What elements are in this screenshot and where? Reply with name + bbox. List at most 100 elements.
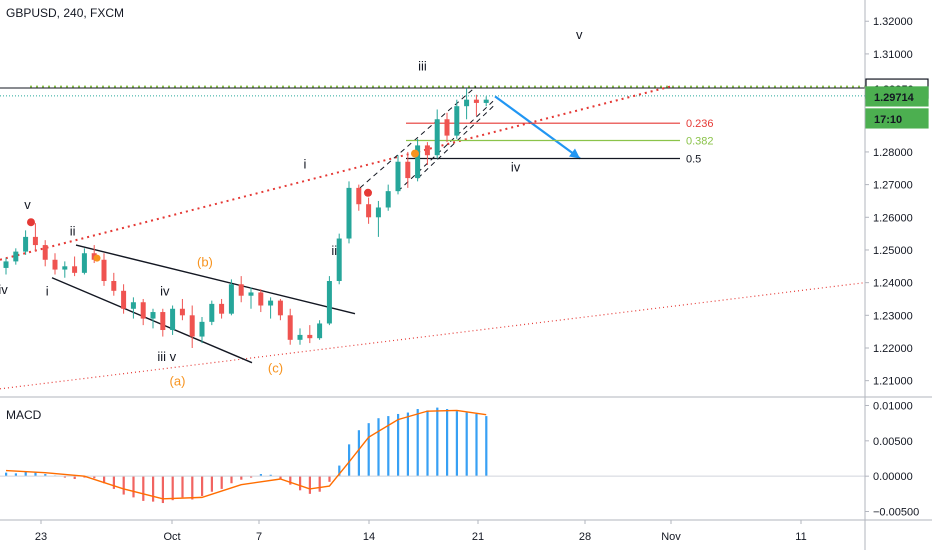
time-tick-label: 23	[35, 531, 47, 543]
wave-label: iv	[0, 282, 8, 297]
price-tick-label: 1.27000	[873, 180, 913, 192]
price-badge	[865, 86, 929, 107]
macd-histogram-bar	[269, 474, 272, 477]
projection-arrowhead	[569, 148, 580, 159]
wave-label: (b)	[197, 254, 213, 269]
candle-body	[238, 284, 244, 296]
macd-tick-label: 0.00000	[873, 471, 913, 483]
candle-body	[473, 99, 479, 103]
macd-histogram-bar	[289, 476, 292, 485]
fib-level-label: 0.236	[686, 118, 714, 130]
wave-label: v	[24, 197, 31, 212]
macd-histogram-bar	[220, 476, 223, 489]
macd-histogram-bar	[318, 476, 321, 492]
price-badge-label: 17:10	[874, 114, 902, 126]
candle-body	[375, 207, 381, 218]
macd-histogram-bar	[73, 476, 76, 479]
time-tick-label: 28	[579, 531, 591, 543]
red-marker	[364, 188, 372, 197]
wedge-upper-line	[75, 244, 356, 315]
macd-histogram-bar	[475, 413, 478, 477]
macd-histogram-bar	[377, 418, 380, 477]
candle-body	[13, 251, 19, 262]
orange-marker	[93, 254, 101, 262]
time-tick-label: Oct	[163, 531, 180, 543]
candle-body	[170, 308, 176, 331]
wave-label: iii v	[157, 349, 176, 364]
macd-histogram-bar	[436, 407, 439, 477]
candle-body	[317, 323, 323, 339]
wave-label: i	[46, 284, 49, 299]
candle-body	[483, 99, 489, 103]
macd-histogram-bar	[328, 476, 331, 482]
trend-lines	[0, 85, 866, 390]
time-tick-label: Nov	[661, 531, 681, 543]
candle-body	[32, 236, 38, 246]
macd-histogram-bar	[24, 471, 27, 477]
macd-histogram-bar	[103, 476, 106, 484]
candle-body	[277, 300, 283, 316]
orange-marker	[411, 149, 419, 158]
macd-histogram-bar	[485, 416, 488, 477]
price-badge-label: 1.29714	[874, 92, 915, 104]
candle-body	[297, 334, 303, 340]
upper-red-trendline	[0, 85, 671, 261]
macd-histogram-bar	[465, 412, 468, 477]
candle-body	[366, 204, 372, 218]
macd-histogram-bar	[44, 474, 47, 477]
candle-body	[287, 315, 293, 340]
macd-histogram-bar	[299, 476, 302, 491]
macd-histogram-bar	[397, 413, 400, 477]
macd-histogram-bar	[181, 476, 184, 498]
macd-histogram-bar	[112, 476, 115, 489]
macd-histogram-bar	[416, 409, 419, 477]
candle-body	[179, 308, 185, 316]
macd-title[interactable]: MACD	[6, 408, 42, 422]
candle-body	[111, 281, 117, 291]
fibonacci-levels: 0.236 0.382 0.5	[406, 118, 714, 165]
macd-histogram-bar	[348, 444, 351, 477]
wave-label: (c)	[268, 360, 283, 375]
macd-pane	[0, 407, 865, 504]
macd-histogram-bar	[338, 465, 341, 477]
wave-label: ii	[70, 223, 76, 238]
macd-histogram-bar	[387, 416, 390, 477]
price-tick-label: 1.24000	[873, 278, 913, 290]
candle-body	[326, 281, 332, 324]
macd-histogram-bar	[367, 423, 370, 477]
price-tick-label: 1.25000	[873, 245, 913, 257]
macd-histogram-bar	[406, 412, 409, 477]
wave-label: i	[303, 156, 306, 171]
macd-histogram-bar	[250, 476, 253, 478]
macd-histogram-bar	[171, 476, 174, 501]
macd-histogram-bar	[259, 474, 262, 477]
candle-body	[160, 312, 166, 331]
wave-label: iv	[160, 284, 170, 299]
candle-body	[199, 321, 205, 337]
candle-body	[356, 187, 362, 205]
wave-label: iv	[511, 160, 521, 175]
macd-histogram-bar	[132, 476, 135, 498]
symbol-title[interactable]: GBPUSD, 240, FXCM	[6, 6, 124, 20]
macd-histogram-bar	[5, 472, 8, 477]
wave-label: (a)	[170, 374, 186, 389]
price-tick-label: 1.21000	[873, 376, 913, 388]
macd-tick-label: 0.01000	[873, 400, 913, 412]
macd-histogram-bar	[446, 409, 449, 477]
price-tick-label: 1.31000	[873, 49, 913, 61]
macd-histogram-bar	[201, 476, 204, 496]
wave-label: ii	[331, 243, 337, 258]
macd-histogram-bar	[308, 476, 311, 494]
candle-body	[140, 302, 146, 319]
red-marker	[27, 218, 35, 227]
candle-body	[62, 266, 68, 270]
fib-level-label: 0.5	[686, 153, 701, 165]
price-badge	[865, 108, 929, 129]
candle-body	[130, 302, 136, 309]
time-tick-label: 14	[363, 531, 375, 543]
candle-body	[72, 266, 78, 273]
projection-arrow-line	[494, 95, 581, 160]
price-tick-label: 1.26000	[873, 212, 913, 224]
